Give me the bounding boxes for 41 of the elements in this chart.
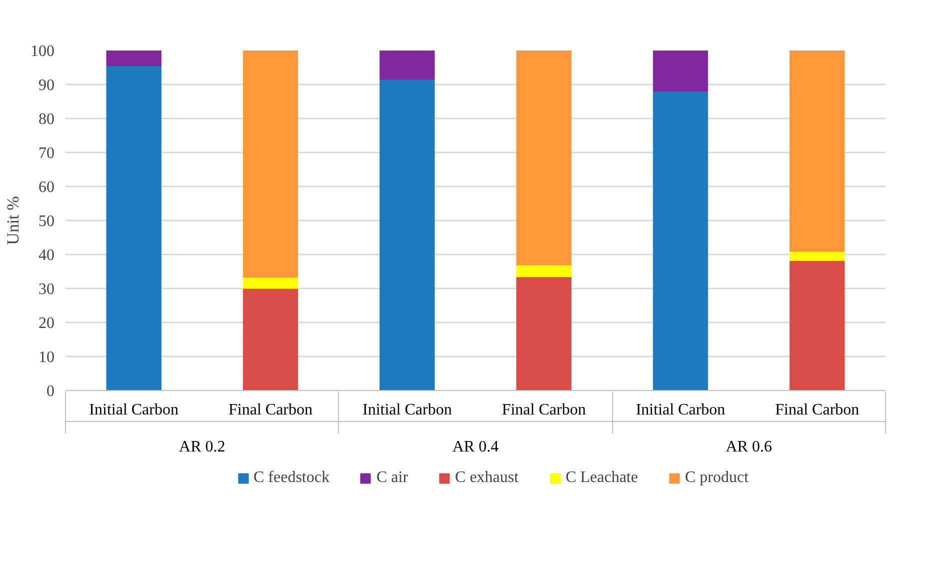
- y-tick-label: 70: [38, 145, 54, 162]
- bar: [652, 50, 708, 92]
- bar: [790, 251, 845, 261]
- y-tick-label: 60: [38, 179, 54, 196]
- bar: [242, 277, 298, 289]
- legend-label: C exhaust: [455, 469, 519, 487]
- y-axis-title: Unit %: [4, 196, 22, 245]
- bar: [516, 50, 572, 266]
- text: AR 0.2: [179, 438, 226, 456]
- legend-label: C product: [684, 469, 749, 487]
- x-tick-label: Final Carbon: [502, 402, 586, 418]
- bar: [516, 264, 572, 278]
- legend-label: C air: [376, 469, 408, 487]
- text: AR 0.6: [726, 438, 772, 456]
- bar: [516, 276, 572, 390]
- bar: [790, 260, 845, 390]
- legend-label: C feedstock: [253, 469, 330, 487]
- bar: [242, 288, 298, 390]
- x-tick-label: Initial Carbon: [636, 402, 726, 418]
- y-tick-label: 90: [38, 77, 54, 94]
- bar: [790, 50, 845, 252]
- y-tick-label: 80: [38, 111, 54, 128]
- bar: [242, 50, 298, 278]
- x-tick-label: Final Carbon: [228, 402, 313, 418]
- bar: [380, 50, 435, 80]
- x-tick-label: Final Carbon: [775, 402, 860, 418]
- text: AR 0.4: [452, 438, 499, 456]
- y-tick-label: 50: [38, 213, 54, 230]
- y-tick-label: 20: [38, 315, 54, 332]
- y-tick-label: 0: [46, 383, 54, 400]
- y-tick-label: 100: [30, 43, 54, 60]
- bar: [106, 66, 162, 390]
- bar: [380, 79, 435, 390]
- y-tick-label: 30: [38, 281, 54, 298]
- x-tick-label: Initial Carbon: [362, 402, 452, 418]
- bar: [652, 91, 708, 390]
- x-tick-label: Initial Carbon: [89, 402, 178, 418]
- y-tick-label: 40: [38, 247, 54, 264]
- bar: [106, 50, 162, 66]
- y-tick-label: 10: [38, 349, 54, 366]
- legend-label: C Leachate: [566, 469, 638, 487]
